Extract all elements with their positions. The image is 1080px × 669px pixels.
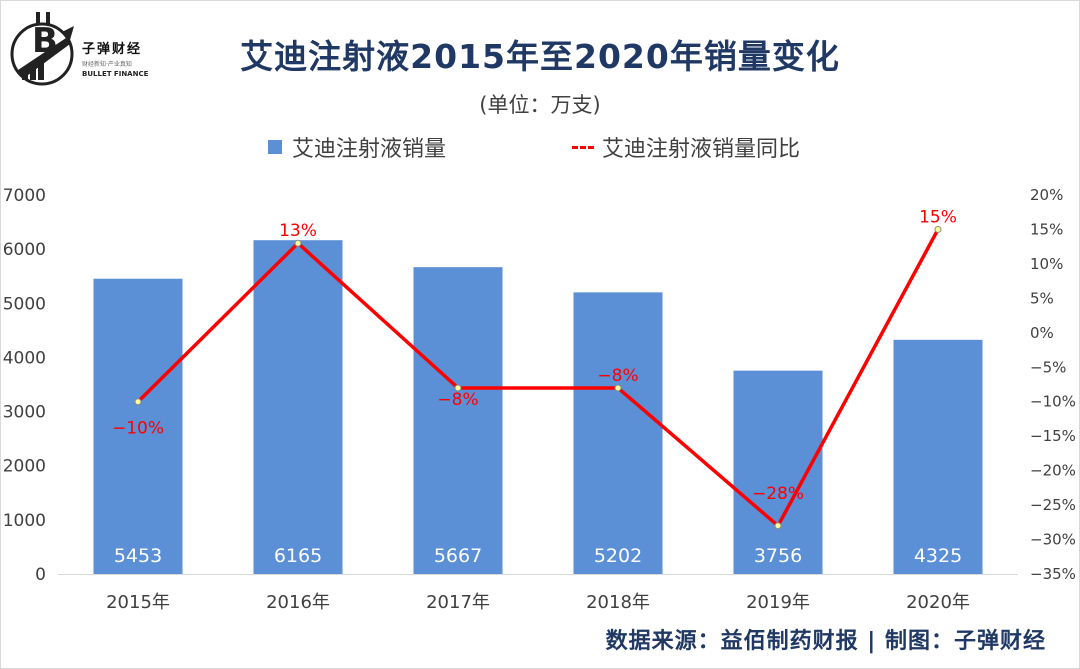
y-left-tick-label: 4000: [3, 348, 46, 368]
yoy-line: [136, 228, 940, 529]
brand-block: 子弹财经 财经新知·产业真知 BULLET FINANCE: [82, 38, 148, 78]
brand-tagline: 财经新知·产业真知: [82, 61, 132, 68]
yoy-point: [774, 522, 782, 530]
bar-value-label: 4325: [914, 545, 962, 567]
legend-line-swatch: [572, 145, 594, 149]
y-right-tick-label: −10%: [1030, 393, 1076, 411]
yoy-value-label: −8%: [437, 390, 478, 410]
x-tick-label: 2020年: [906, 592, 970, 613]
y-right-tick-label: −25%: [1030, 496, 1076, 514]
bar-value-label: 5453: [114, 545, 162, 567]
y-left-tick-label: 7000: [3, 186, 46, 206]
y-left-tick-label: 0: [35, 565, 46, 585]
bullet-finance-logo: B: [10, 12, 74, 86]
legend-item-line: 艾迪注射液销量同比: [572, 131, 800, 163]
bar-value-label: 5667: [434, 545, 482, 567]
bar: [733, 370, 823, 574]
yoy-point: [934, 225, 942, 233]
source-note: 数据来源：益佰制药财报 | 制图：子弹财经: [605, 629, 1046, 654]
yoy-value-label: −10%: [112, 419, 164, 439]
bar: [253, 240, 343, 574]
y-left-tick-label: 1000: [3, 511, 46, 531]
yoy-point: [134, 398, 142, 406]
brand-name-cn: 子弹财经: [82, 42, 143, 57]
y-right-tick-label: 15%: [1030, 220, 1063, 238]
bar-value-label: 6165: [274, 545, 322, 567]
x-tick-label: 2019年: [746, 592, 810, 613]
y-left-tick-label: 2000: [3, 457, 46, 477]
y-right-tick-label: −35%: [1030, 565, 1076, 583]
yoy-value-label: −28%: [752, 484, 804, 504]
y-right-tick-label: 0%: [1030, 324, 1054, 342]
y-left-tick-label: 6000: [3, 240, 46, 260]
brand-name-en: BULLET FINANCE: [82, 70, 149, 78]
x-tick-label: 2018年: [586, 592, 650, 613]
y-right-tick-label: 20%: [1030, 186, 1063, 204]
yoy-point: [454, 384, 462, 392]
bar: [93, 278, 183, 574]
y-right-tick-label: −30%: [1030, 531, 1076, 549]
y-right-tick-label: 10%: [1030, 255, 1063, 273]
chart-subtitle: (单位：万支): [479, 93, 601, 117]
bar: [573, 292, 663, 574]
y-left-tick-label: 5000: [3, 294, 46, 314]
y-right-tick-label: −20%: [1030, 462, 1076, 480]
yoy-value-label: −8%: [597, 366, 638, 386]
legend-line-label: 艾迪注射液销量同比: [602, 137, 801, 162]
bar: [893, 339, 983, 574]
x-tick-label: 2015年: [106, 592, 170, 613]
yoy-point: [294, 239, 302, 247]
x-tick-label: 2016年: [266, 592, 330, 613]
y-right-tick-label: −5%: [1030, 358, 1066, 376]
bar-value-label: 5202: [594, 545, 642, 567]
svg-text:B: B: [32, 21, 58, 61]
x-tick-label: 2017年: [426, 592, 490, 613]
bar: [413, 267, 503, 574]
legend-item-bar: 艾迪注射液销量: [268, 131, 446, 163]
yoy-value-label: 15%: [919, 207, 957, 227]
bar-value-label: 3756: [754, 545, 802, 567]
y-right-tick-label: 5%: [1030, 289, 1054, 307]
legend-bar-swatch: [268, 140, 282, 154]
chart-legend: 艾迪注射液销量 艾迪注射液销量同比: [0, 131, 1080, 165]
yoy-value-label: 13%: [279, 221, 317, 241]
y-right-tick-label: −15%: [1030, 427, 1076, 445]
chart-title: 艾迪注射液2015年至2020年销量变化: [240, 37, 840, 76]
yoy-point: [614, 384, 622, 392]
y-left-tick-label: 3000: [3, 403, 46, 423]
legend-bar-label: 艾迪注射液销量: [292, 137, 447, 162]
